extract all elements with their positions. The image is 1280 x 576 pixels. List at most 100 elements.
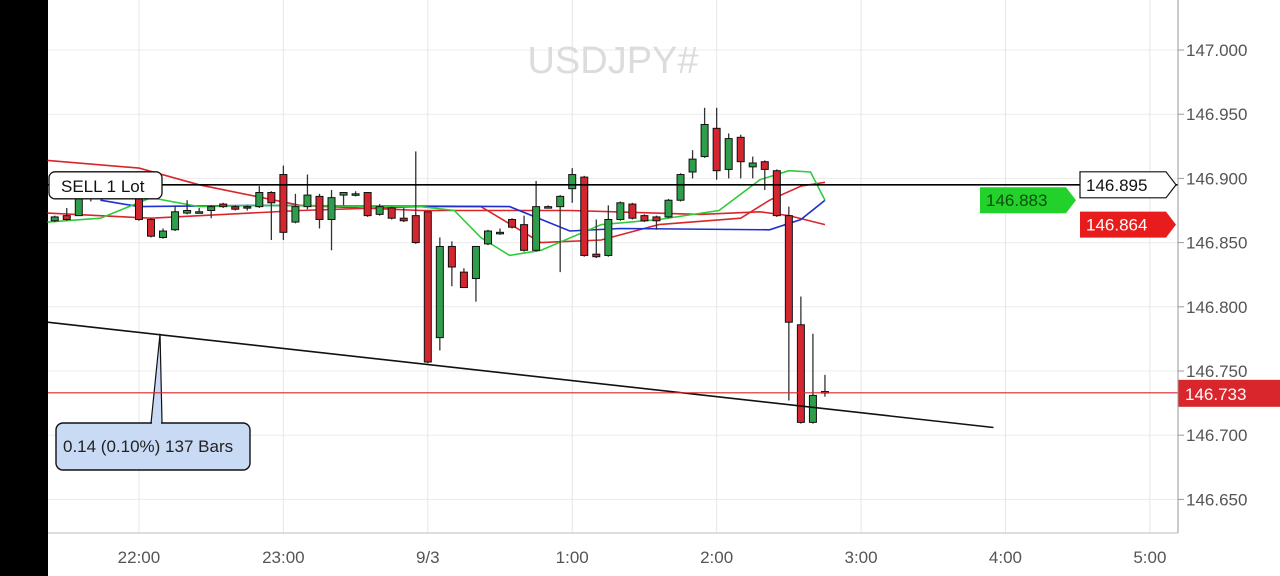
- candle-body: [483, 230, 492, 245]
- x-tick-label: 1:00: [556, 548, 589, 567]
- measure-label: 0.14 (0.10%) 137 Bars: [63, 437, 233, 456]
- candle-body: [399, 217, 408, 222]
- bull-candle: [676, 173, 685, 202]
- bear-candle: [411, 151, 420, 244]
- candle-body: [207, 206, 216, 211]
- candle-body: [748, 162, 757, 168]
- y-tick-label: 146.650: [1186, 490, 1247, 509]
- bull-candle: [471, 245, 480, 302]
- candle-body: [231, 206, 240, 210]
- bear-candle: [592, 219, 601, 259]
- bear-candle: [628, 202, 637, 220]
- x-tick-label: 22:00: [118, 548, 161, 567]
- bear-candle: [219, 202, 228, 208]
- candle-body: [50, 216, 59, 222]
- bull-candle: [664, 198, 673, 219]
- sell-price-tag: [1079, 171, 1177, 199]
- bid-price-tag: [1178, 379, 1280, 407]
- candle-body: [808, 394, 817, 423]
- bear-candle: [580, 175, 589, 257]
- bear-candle: [640, 214, 649, 223]
- bear-candle: [796, 296, 805, 424]
- x-tick-label: 3:00: [845, 548, 878, 567]
- sell-order-text: SELL 1 Lot: [61, 177, 145, 196]
- y-tick-label: 146.750: [1186, 362, 1247, 381]
- candle-body: [243, 206, 252, 209]
- candle-body: [62, 215, 71, 220]
- bull-candle: [195, 207, 204, 214]
- moving-averages: [47, 159, 826, 257]
- candle-body: [784, 215, 793, 323]
- bull-candle: [532, 180, 541, 252]
- bull-candle: [616, 201, 625, 221]
- candle-body: [520, 224, 529, 251]
- bear-candle: [459, 268, 468, 289]
- bear-candle: [712, 107, 721, 180]
- bull-candle: [556, 195, 565, 273]
- y-tick-label: 146.800: [1186, 298, 1247, 317]
- candle-body: [303, 194, 312, 208]
- moving-average-line: [47, 169, 826, 257]
- bear-candle: [508, 218, 517, 229]
- y-tick-label: 146.950: [1186, 105, 1247, 124]
- candle-body: [496, 231, 505, 235]
- candle-body: [219, 203, 228, 208]
- x-tick-label: 5:00: [1133, 548, 1166, 567]
- bear-candle: [387, 206, 396, 220]
- bull-candle: [291, 193, 300, 224]
- bull-candle: [351, 191, 360, 197]
- bear-candle: [279, 165, 288, 241]
- symbol-watermark: USDJPY#: [527, 40, 698, 82]
- bull-candle: [303, 174, 312, 210]
- bull-candle: [435, 237, 444, 351]
- bear-candle: [363, 192, 372, 217]
- sell-price-tag-text: 146.895: [1086, 176, 1147, 195]
- x-tick-label: 9/3: [416, 548, 440, 567]
- candle-body: [435, 245, 444, 339]
- bull-candle: [171, 205, 180, 232]
- candle-body: [159, 230, 168, 238]
- candle-body: [146, 218, 155, 237]
- candle-body: [700, 123, 709, 158]
- bull-candle: [496, 228, 505, 235]
- candle-body: [375, 206, 384, 215]
- bull-candle: [748, 156, 757, 179]
- overlays: 0.14 (0.10%) 137 Bars SELL 1 Lot 146.895 14…: [47, 171, 1280, 471]
- candle-body: [616, 202, 625, 220]
- bull-candle: [700, 107, 709, 158]
- candle-body: [363, 192, 372, 217]
- candle-body: [556, 195, 565, 208]
- x-tick-label: 2:00: [700, 548, 733, 567]
- candle-body: [724, 138, 733, 170]
- candle-body: [411, 215, 420, 244]
- x-tick-label: 4:00: [989, 548, 1022, 567]
- candle-body: [74, 198, 83, 217]
- bull-candle: [255, 186, 264, 208]
- candle-body: [736, 136, 745, 163]
- moving-average-line: [47, 159, 826, 226]
- candle-body: [664, 199, 673, 218]
- ma-green-marker-text: 146.883: [986, 191, 1047, 210]
- candle-body: [580, 176, 589, 256]
- sell-order-label[interactable]: [48, 171, 163, 200]
- y-tick-label: 146.900: [1186, 169, 1247, 188]
- candle-body: [640, 215, 649, 222]
- y-tick-label: 147.000: [1186, 41, 1247, 60]
- candle-body: [652, 216, 661, 222]
- trendline[interactable]: [47, 321, 994, 429]
- y-tick-label: 146.850: [1186, 234, 1247, 253]
- y-tick-label: 146.700: [1186, 426, 1247, 445]
- x-tick-label: 23:00: [262, 548, 305, 567]
- candle-body: [676, 174, 685, 201]
- axes: 147.000 146.950 146.900 146.850 146.800 146.7…: [48, 0, 1247, 567]
- candles: [50, 107, 829, 424]
- bull-candle: [724, 133, 733, 179]
- candle-body: [459, 271, 468, 289]
- candle-body: [592, 253, 601, 258]
- candle-body: [568, 174, 577, 190]
- candle-body: [447, 245, 456, 268]
- candle-body: [544, 206, 553, 209]
- candle-body: [387, 207, 396, 219]
- bull-candle: [207, 205, 216, 219]
